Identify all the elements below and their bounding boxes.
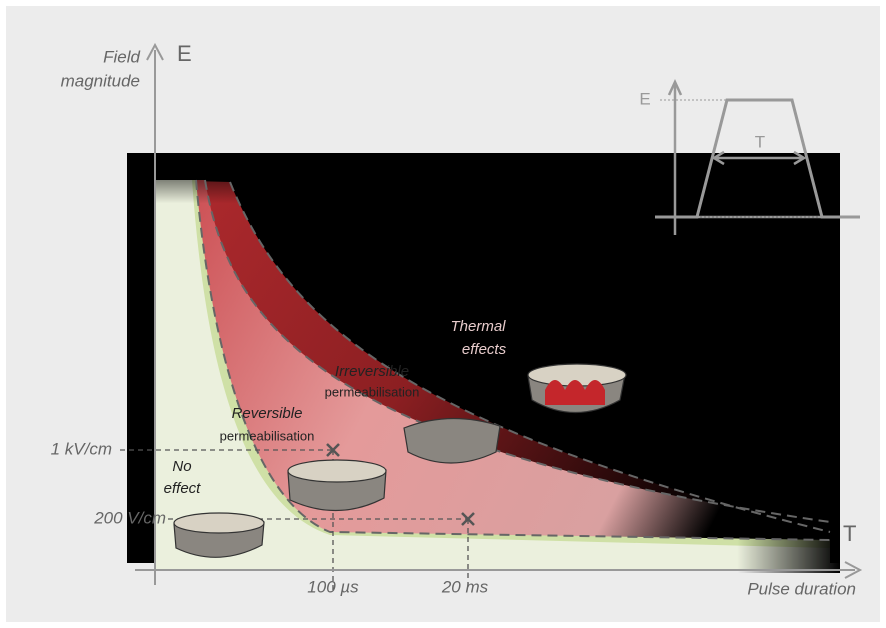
y-symbol: E xyxy=(177,41,192,66)
cell xyxy=(173,512,265,534)
inset-label: T xyxy=(755,132,765,151)
inset-label: E xyxy=(639,89,650,108)
guide-label: 20 ms xyxy=(441,577,489,596)
region-label: effects xyxy=(462,341,507,358)
boundary xyxy=(195,179,831,541)
region-label: effect xyxy=(164,480,202,497)
guide-label: 200 V/cm xyxy=(93,508,166,527)
y-label: Field xyxy=(103,47,140,66)
y-label: magnitude xyxy=(61,71,140,90)
black-tab xyxy=(127,153,155,252)
region-label: Reversible xyxy=(232,405,303,422)
guide-label: 1 kV/cm xyxy=(51,439,112,458)
region-label: Irreversible xyxy=(335,363,409,380)
marker xyxy=(461,512,475,526)
x-label: Pulse duration xyxy=(747,579,856,598)
arrow xyxy=(146,42,164,61)
boundary xyxy=(204,179,831,523)
boundary xyxy=(229,181,831,533)
region-label: permeabilisation xyxy=(325,384,420,399)
fade xyxy=(155,153,840,573)
cell xyxy=(403,417,501,464)
arrow xyxy=(711,150,807,166)
region-label: No xyxy=(172,458,191,475)
pulse xyxy=(655,98,860,219)
region-label: permeabilisation xyxy=(220,428,315,443)
guide-label: 100 µs xyxy=(307,577,359,596)
cell xyxy=(287,459,387,483)
marker xyxy=(326,443,340,457)
flame xyxy=(545,380,605,405)
x-symbol: T xyxy=(843,521,856,546)
arrow xyxy=(667,79,683,96)
region-label: Thermal xyxy=(450,318,506,335)
arrow xyxy=(844,561,863,579)
